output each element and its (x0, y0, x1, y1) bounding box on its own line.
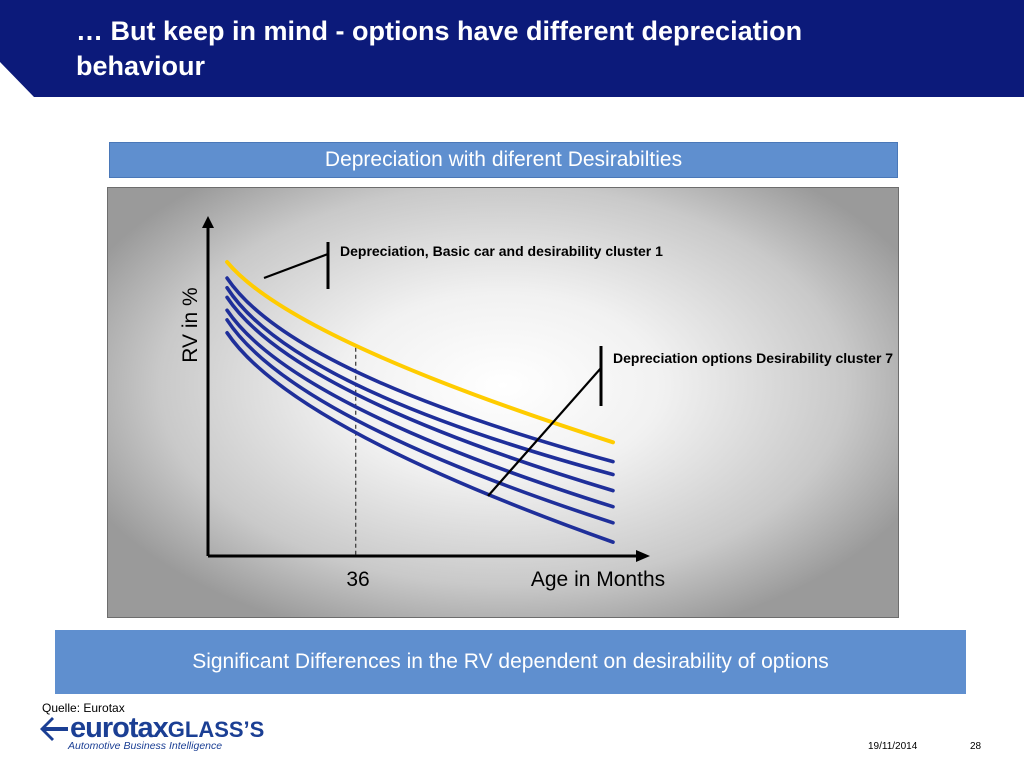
y-axis-label: RV in % (179, 287, 202, 363)
chart-title: Depreciation with diferent Desirabilties (109, 142, 898, 178)
annotation-2-pointer (487, 367, 602, 497)
annotation-basic-car: Depreciation, Basic car and desirability… (340, 243, 663, 259)
source-note: Quelle: Eurotax (42, 701, 125, 715)
x-axis-arrow-icon (636, 550, 650, 562)
summary-banner: Significant Differences in the RV depend… (55, 630, 966, 694)
chart-panel: Depreciation, Basic car and desirability… (107, 187, 899, 618)
slide-title: … But keep in mind - options have differ… (76, 16, 803, 81)
logo-arrow-icon (40, 717, 68, 741)
y-axis-arrow-icon (202, 216, 214, 228)
logo-wordmark: eurotaxGLASS’S (70, 712, 264, 746)
series-line-option-2 (225, 285, 615, 477)
x-axis-label: Age in Months (530, 568, 666, 591)
series-line-option-1 (225, 276, 615, 464)
logo-tagline: Automotive Business Intelligence (68, 740, 223, 752)
series-line-option-6 (225, 331, 615, 544)
series-line-option-5 (225, 318, 615, 525)
x-tick-label-36: 36 (346, 568, 370, 591)
header-bar (0, 0, 1024, 97)
logo-wordmark-b: GLASS’S (167, 717, 265, 742)
chart-series-group (225, 259, 615, 544)
chart-axes (202, 216, 650, 562)
series-line-basic-car (225, 259, 615, 445)
page-number: 28 (970, 741, 982, 752)
footer-date: 19/11/2014 (868, 741, 918, 752)
annotation-options-cluster: Depreciation options Desirability cluste… (613, 350, 894, 366)
series-line-option-4 (225, 308, 615, 509)
eurotax-logo: eurotaxGLASS’S Automotive Business Intel… (40, 712, 280, 756)
annotation-pointers (263, 242, 603, 497)
series-line-option-3 (225, 295, 615, 493)
annotation-1-pointer (263, 252, 329, 280)
chart-plot (202, 216, 650, 562)
logo-wordmark-a: eurotax (70, 712, 169, 744)
